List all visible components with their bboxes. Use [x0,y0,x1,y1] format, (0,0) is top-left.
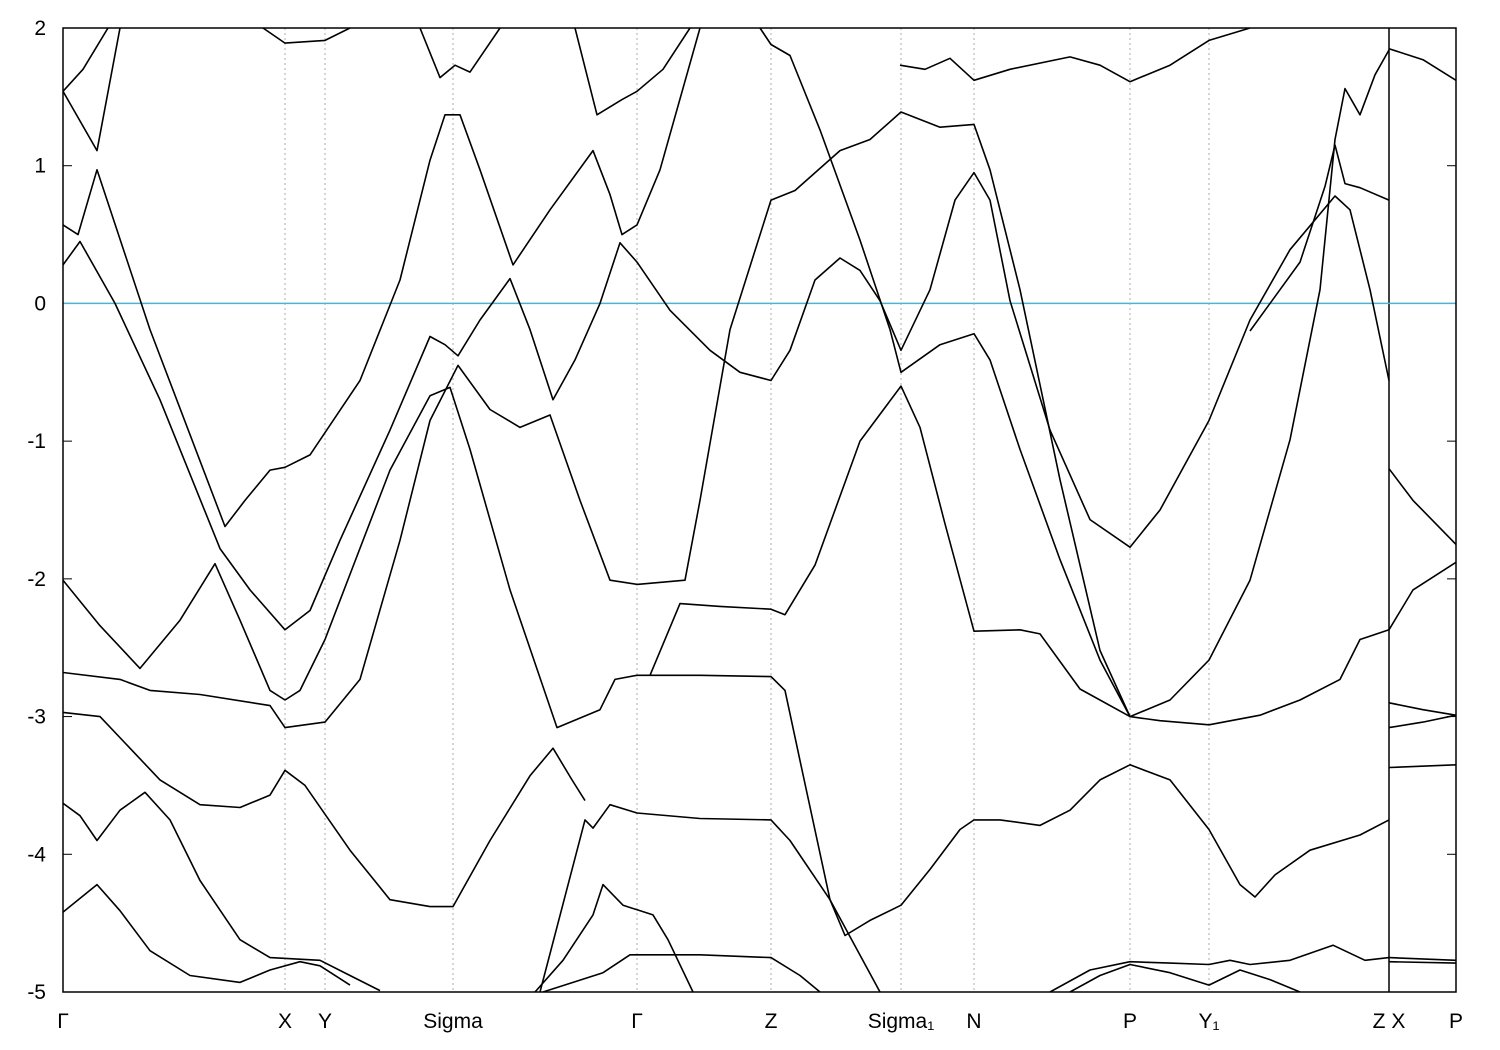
band [1388,702,1456,716]
band [649,385,1131,718]
x-tick-label: Sigma₁ [868,1010,935,1033]
band [1388,764,1456,769]
band [1249,144,1390,332]
labels: -5 -4 -3 -2 -1 0 1 2 Γ X Y Sigma Γ Z Sigma₁ N P Y₁ Z X P [27,17,1463,1033]
band [759,28,1390,718]
y-tick-label: -1 [27,430,46,453]
y-tick-label: -2 [27,568,46,591]
band [63,111,1390,729]
band [1388,561,1456,631]
x-tick-label: X [278,1010,292,1033]
band [542,954,821,992]
y-tick-label: 0 [34,292,46,315]
band [63,28,121,152]
x-tick-label: Z [765,1010,778,1033]
bands [63,28,1456,992]
y-tick-label: 1 [34,155,46,178]
band [63,28,109,92]
band [1388,47,1456,81]
band [63,171,1390,631]
band [1049,944,1390,992]
band [419,28,501,79]
x-tick-label: Sigma [423,1010,483,1033]
band [534,883,694,992]
y-tick-label: -3 [27,706,46,729]
x-tick-label: Z X [1373,1010,1406,1033]
band [1388,960,1456,964]
band [1388,956,1456,962]
band [899,28,1251,83]
band [63,711,586,908]
band [1069,963,1301,992]
band [262,28,351,44]
band [574,28,691,116]
y-tick-label: -5 [27,981,46,1004]
plot-frame [62,27,1457,993]
band [539,803,881,992]
band [63,28,701,528]
x-tick-label: N [966,1010,981,1033]
y-tick-label: 2 [34,17,46,40]
x-tick-label: P [1449,1010,1463,1033]
x-tick-label: Γ [57,1010,69,1033]
x-tick-label: Y [318,1010,332,1033]
y-tick-label: -4 [27,843,46,866]
x-tick-label: Γ [631,1010,643,1033]
band [63,883,351,986]
band [1388,714,1456,729]
band [63,791,381,992]
x-tick-label: Y₁ [1198,1010,1219,1033]
band [63,386,1390,937]
x-tick-label: P [1123,1010,1137,1033]
band [1388,468,1456,545]
